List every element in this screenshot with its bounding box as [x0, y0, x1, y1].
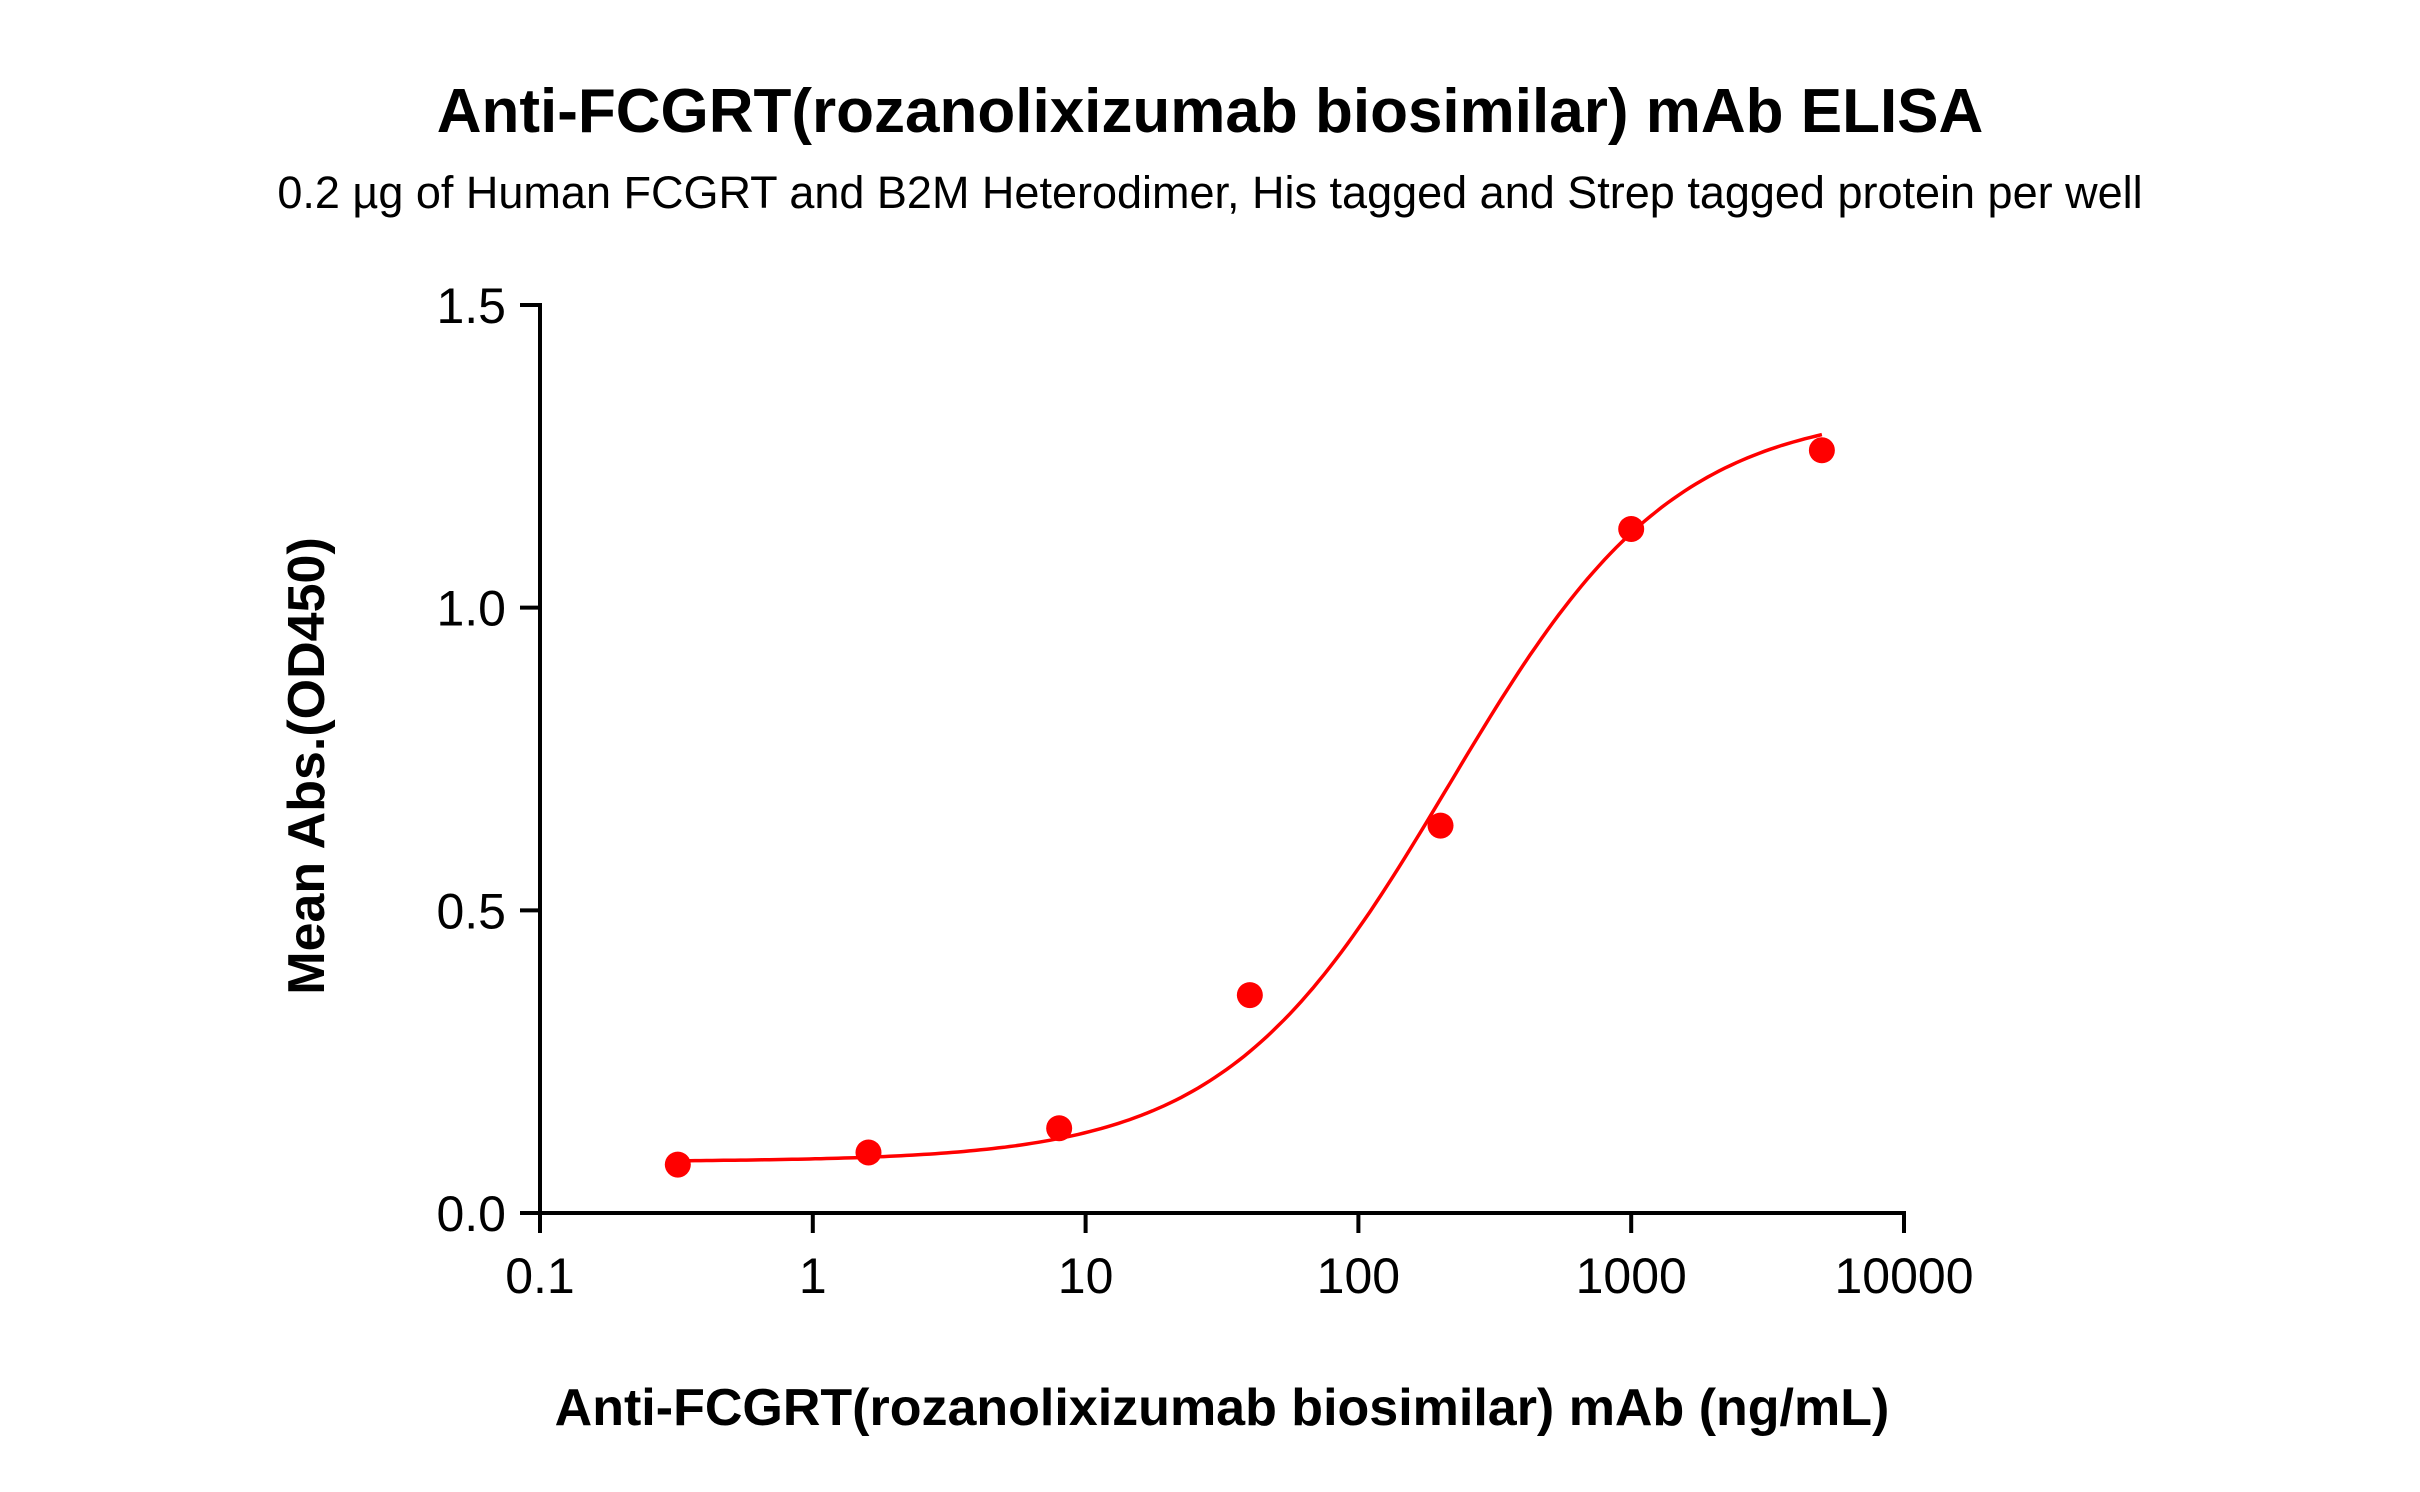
data-point	[1618, 515, 1645, 542]
y-tick-label: 0.0	[436, 1186, 506, 1242]
x-axis-label: Anti-FCGRT(rozanolixizumab biosimilar) m…	[555, 1379, 1890, 1437]
data-point	[855, 1139, 882, 1166]
data-point	[1808, 437, 1835, 464]
y-tick-label: 0.5	[436, 883, 506, 939]
data-point	[1427, 812, 1454, 839]
x-tick-label: 10	[1058, 1248, 1114, 1304]
x-tick-label: 1000	[1576, 1248, 1687, 1304]
y-tick-label: 1.0	[436, 581, 506, 637]
y-tick-label: 1.5	[436, 278, 506, 334]
y-axis-label: Mean Abs.(OD450)	[278, 537, 336, 995]
data-point	[664, 1151, 691, 1178]
x-tick-label: 100	[1317, 1248, 1400, 1304]
x-tick-label: 0.1	[505, 1248, 575, 1304]
x-tick-label: 10000	[1834, 1248, 1973, 1304]
fit-curve	[677, 432, 1823, 1163]
data-point	[1046, 1115, 1073, 1142]
chart-subtitle: 0.2 µg of Human FCGRT and B2M Heterodime…	[277, 167, 2142, 218]
data-point	[1236, 982, 1263, 1009]
chart-title: Anti-FCGRT(rozanolixizumab biosimilar) m…	[437, 77, 1984, 146]
x-tick-label: 1	[799, 1248, 827, 1304]
